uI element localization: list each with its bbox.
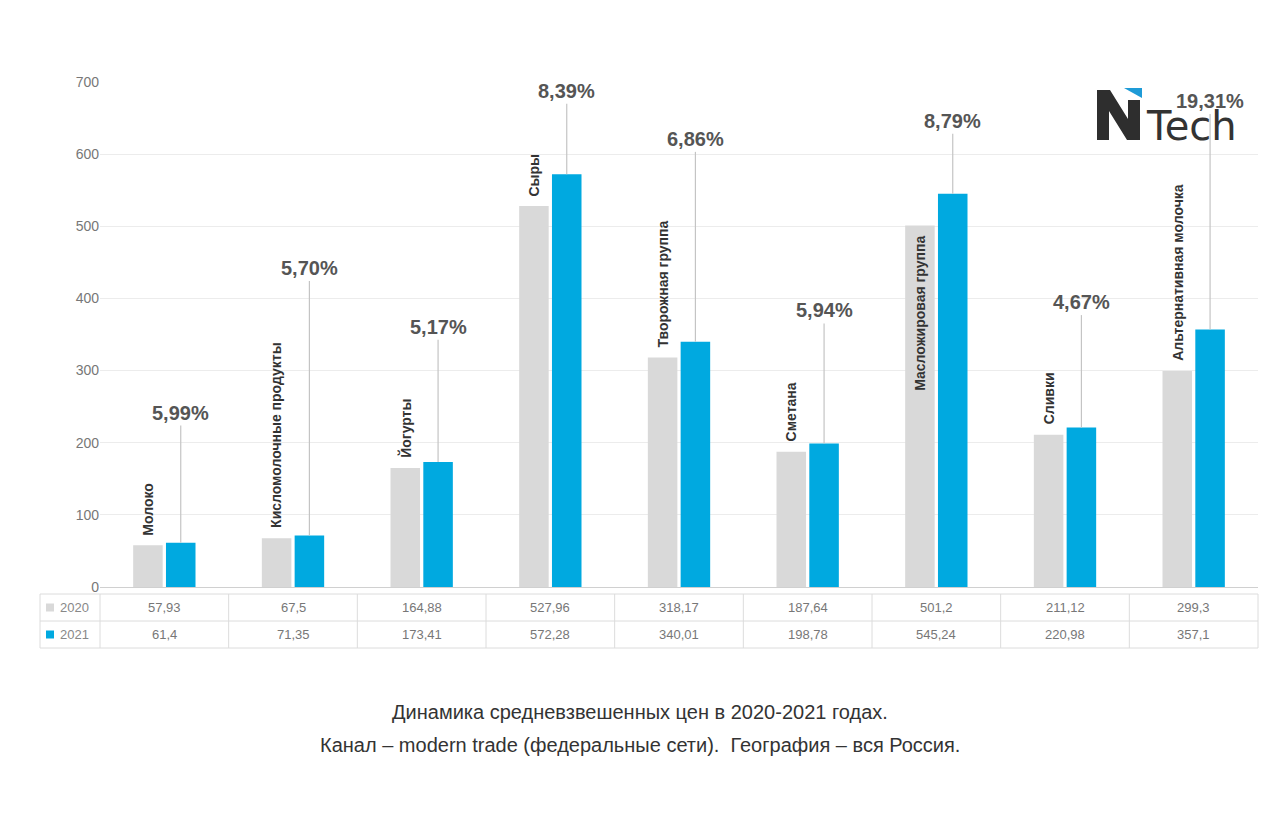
svg-text:220,98: 220,98 <box>1045 627 1085 642</box>
svg-text:71,35: 71,35 <box>277 627 310 642</box>
svg-text:Сливки: Сливки <box>1041 372 1057 424</box>
svg-text:2020: 2020 <box>60 600 89 615</box>
svg-text:500: 500 <box>76 218 100 234</box>
svg-text:5,99%: 5,99% <box>152 402 209 424</box>
svg-text:400: 400 <box>76 290 100 306</box>
svg-text:545,24: 545,24 <box>916 627 956 642</box>
svg-text:600: 600 <box>76 146 100 162</box>
svg-text:5,17%: 5,17% <box>410 316 467 338</box>
svg-text:Канал – modern trade (федераль: Канал – modern trade (федеральные сети).… <box>320 734 960 756</box>
svg-text:Сметана: Сметана <box>783 382 799 441</box>
svg-text:572,28: 572,28 <box>530 627 570 642</box>
svg-text:Молоко: Молоко <box>140 483 156 536</box>
svg-text:8,39%: 8,39% <box>538 80 595 102</box>
svg-text:200: 200 <box>76 435 100 451</box>
svg-text:300: 300 <box>76 362 100 378</box>
svg-text:198,78: 198,78 <box>788 627 828 642</box>
svg-text:Сыры: Сыры <box>526 154 542 197</box>
svg-text:Кисломолочные продукты: Кисломолочные продукты <box>268 342 284 528</box>
svg-text:164,88: 164,88 <box>402 600 442 615</box>
svg-text:6,86%: 6,86% <box>667 128 724 150</box>
svg-text:Творожная группа: Творожная группа <box>655 221 671 348</box>
svg-text:187,64: 187,64 <box>788 600 828 615</box>
svg-text:340,01: 340,01 <box>659 627 699 642</box>
svg-text:173,41: 173,41 <box>402 627 442 642</box>
svg-text:2021: 2021 <box>60 627 89 642</box>
svg-text:Альтернативная молочка: Альтернативная молочка <box>1170 184 1186 361</box>
svg-text:Йогурты: Йогурты <box>397 399 414 458</box>
svg-text:Tech: Tech <box>1146 103 1237 149</box>
svg-text:0: 0 <box>91 579 99 595</box>
svg-text:357,1: 357,1 <box>1177 627 1210 642</box>
svg-text:67,5: 67,5 <box>281 600 306 615</box>
svg-text:501,2: 501,2 <box>920 600 953 615</box>
svg-text:5,94%: 5,94% <box>796 299 853 321</box>
svg-text:4,67%: 4,67% <box>1053 291 1110 313</box>
svg-text:8,79%: 8,79% <box>924 110 981 132</box>
svg-text:5,70%: 5,70% <box>281 257 338 279</box>
svg-text:700: 700 <box>76 74 100 90</box>
svg-text:Масложировая группа: Масложировая группа <box>912 236 928 391</box>
svg-text:57,93: 57,93 <box>148 600 181 615</box>
svg-text:211,12: 211,12 <box>1046 600 1085 615</box>
svg-text:299,3: 299,3 <box>1177 600 1210 615</box>
svg-text:318,17: 318,17 <box>659 600 699 615</box>
svg-text:527,96: 527,96 <box>530 600 570 615</box>
svg-text:Динамика средневзвешенных цен: Динамика средневзвешенных цен в 2020-202… <box>392 701 888 723</box>
svg-text:19,31%: 19,31% <box>1176 90 1244 112</box>
svg-text:100: 100 <box>76 507 100 523</box>
svg-text:61,4: 61,4 <box>152 627 177 642</box>
